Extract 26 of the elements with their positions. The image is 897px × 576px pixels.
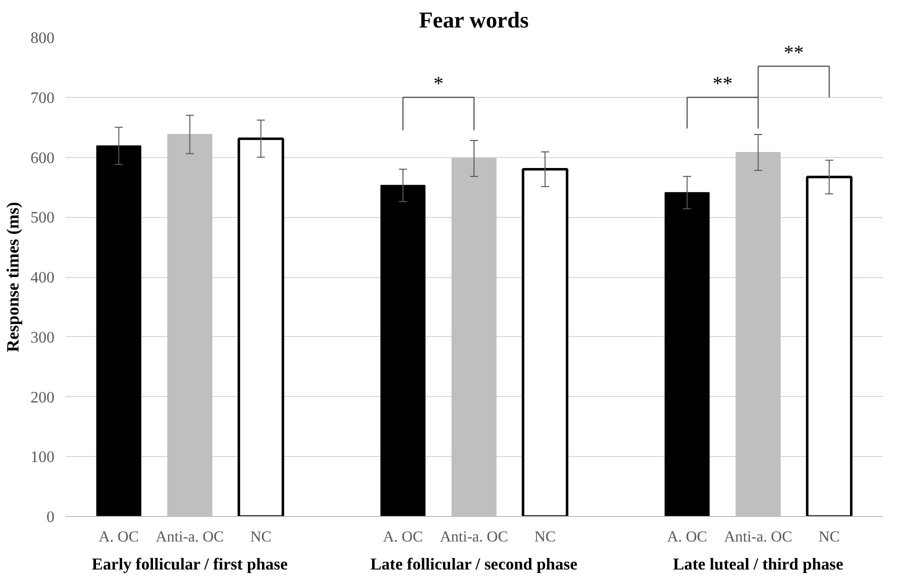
annotation: ** (712, 72, 733, 95)
y-tick-label: 300 (30, 329, 54, 346)
text: A. OC (382, 528, 423, 546)
y-tick-label: 700 (30, 90, 54, 107)
y-axis-title: Response times (ms) (4, 202, 22, 352)
text: NC (534, 528, 556, 546)
x-tick-label: Late follicular / second phase (370, 554, 578, 574)
series-label: Anti-a. OC (724, 528, 792, 546)
y-tick-label: 500 (30, 210, 54, 227)
y-tick-label: 0 (46, 509, 54, 526)
y-tick-label: 800 (30, 30, 54, 47)
annotation: * (433, 72, 444, 95)
chart-title: Fear words (418, 8, 529, 32)
series-label: NC (250, 528, 272, 546)
text: NC (818, 528, 840, 546)
y-tick-label: 600 (30, 150, 54, 167)
y-tick-label: 100 (30, 449, 54, 466)
text: Anti-a. OC (440, 528, 508, 546)
x-tick-label: Early follicular / first phase (92, 554, 288, 574)
y-tick-label: 200 (30, 389, 54, 406)
text: A. OC (667, 528, 708, 546)
text: Anti-a. OC (156, 528, 224, 546)
x-tick-label: Late luteal / third phase (673, 554, 844, 574)
annotation: ** (784, 42, 804, 64)
y-tick-label: 400 (30, 270, 54, 286)
series-label: A. OC (98, 528, 139, 546)
